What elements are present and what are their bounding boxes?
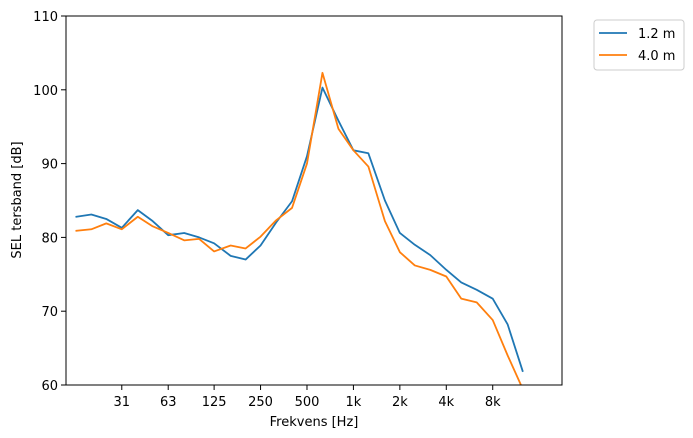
y-tick-label: 80: [41, 231, 58, 246]
legend-label-series-1: 1.2 m: [638, 27, 675, 42]
x-tick-label: 2k: [392, 395, 408, 410]
x-tick-label: 8k: [485, 395, 501, 410]
y-axis-title: SEL tersband [dB]: [10, 141, 25, 258]
axes-ticks: 60 70 80 90 100 110 31 63 125 250 500 1k 2k 4k 8k: [33, 10, 501, 410]
y-tick-label: 70: [41, 305, 58, 320]
x-tick-label: 63: [160, 395, 177, 410]
series-lines: [75, 71, 524, 385]
x-axis-title: Frekvens [Hz]: [270, 415, 359, 430]
x-tick-label: 4k: [438, 395, 454, 410]
x-tick-label: 500: [295, 395, 320, 410]
y-tick-label: 110: [33, 10, 58, 25]
series-line-1: [75, 86, 524, 373]
y-tick-label: 100: [33, 84, 58, 99]
y-tick-label: 60: [41, 379, 58, 394]
x-tick-label: 31: [114, 395, 131, 410]
x-tick-label: 1k: [346, 395, 362, 410]
x-tick-label: 125: [202, 395, 227, 410]
series-line-2: [75, 71, 522, 385]
y-tick-label: 90: [41, 158, 58, 173]
legend: 1.2 m 4.0 m: [593, 19, 685, 71]
plot-frame: [65, 15, 563, 386]
legend-label-series-2: 4.0 m: [638, 49, 675, 64]
x-tick-label: 250: [248, 395, 273, 410]
